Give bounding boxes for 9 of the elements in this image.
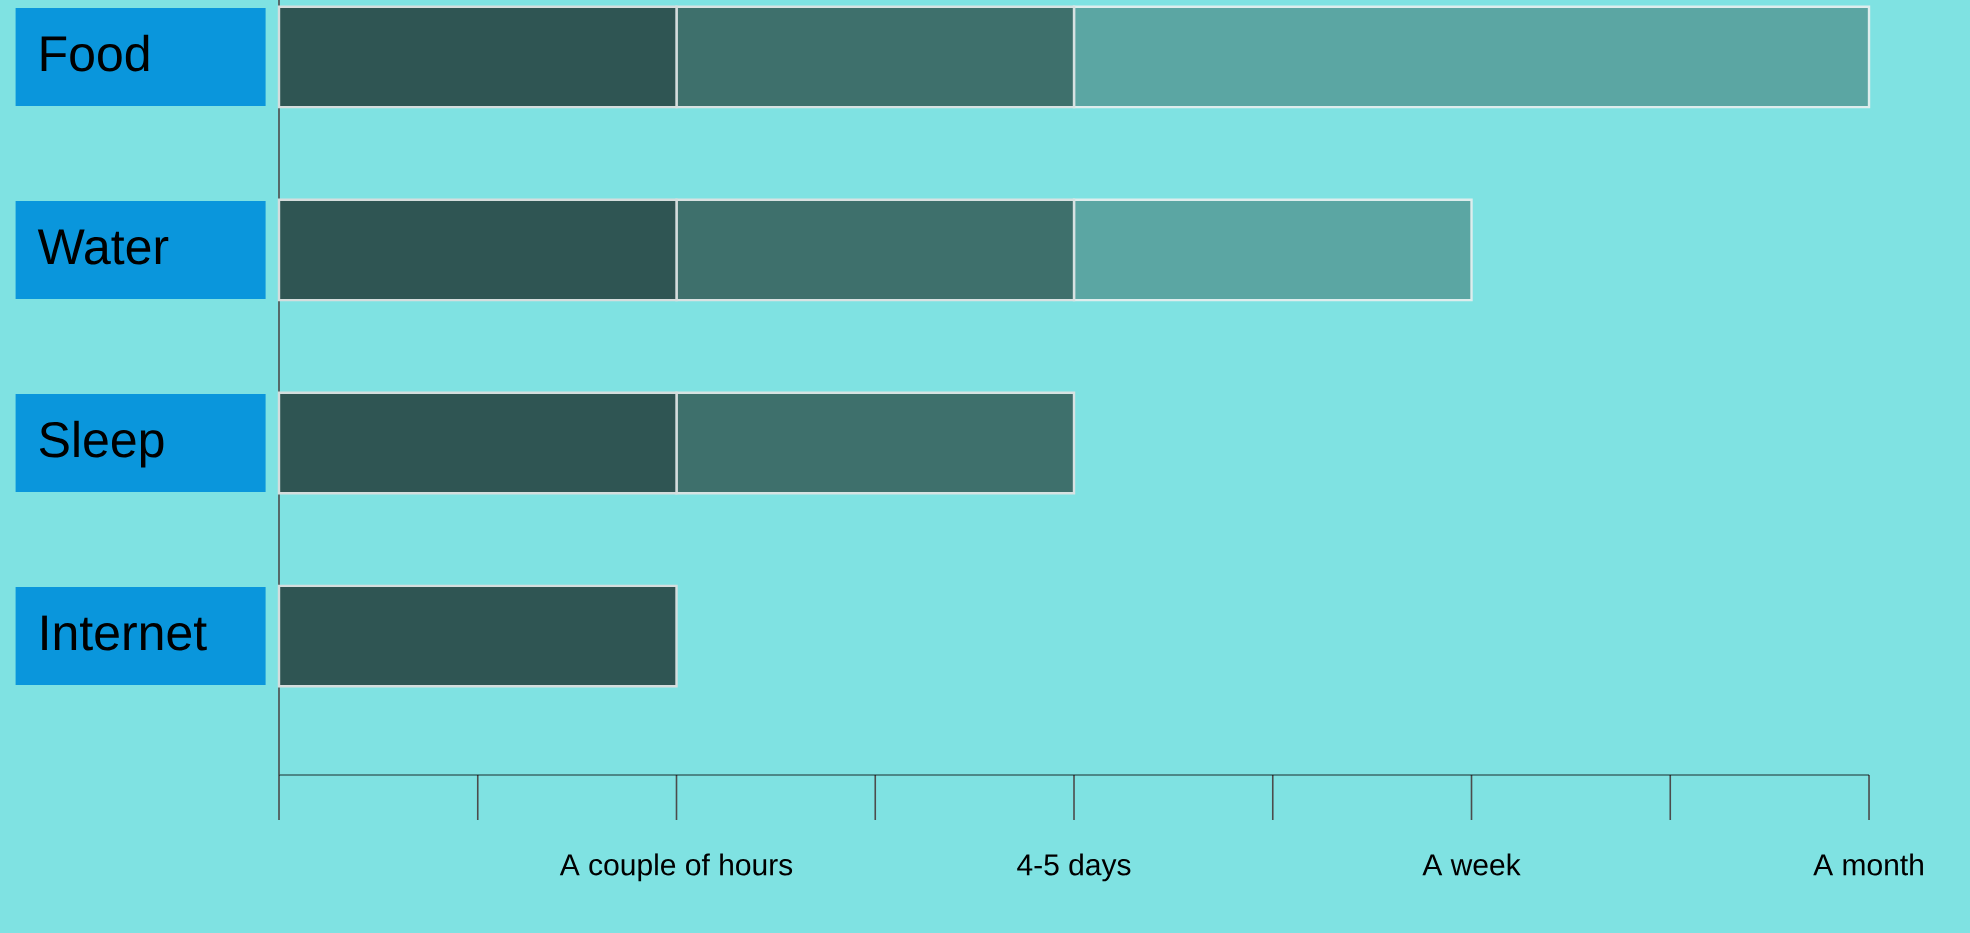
annotation: A month [1813, 853, 1923, 876]
y-tick-label: Sleep [39, 420, 164, 468]
y-tick-label: Internet [42, 615, 207, 651]
bar [277, 584, 678, 688]
annotation: 4-5 days [1017, 853, 1131, 882]
y-tick-label: Water [37, 229, 169, 265]
y-tick-label: Food [41, 34, 149, 72]
annotation: A week [1422, 853, 1521, 876]
annotation: A couple of hours [559, 853, 793, 882]
